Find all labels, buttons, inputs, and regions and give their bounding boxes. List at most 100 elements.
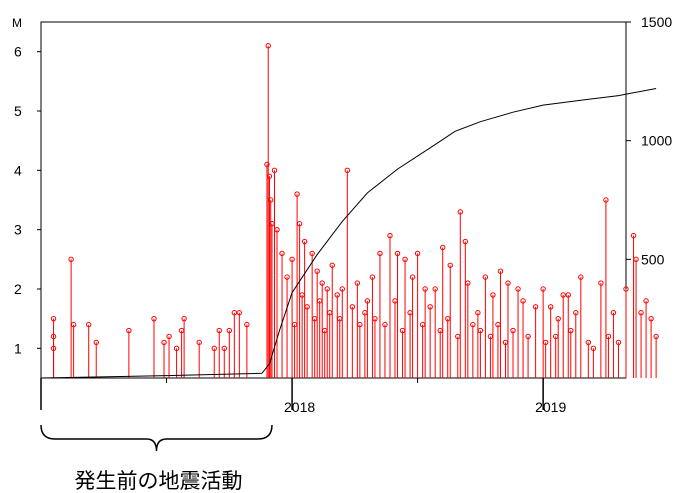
x-tick-label: 2019 xyxy=(535,399,566,415)
magnitude-point xyxy=(382,321,388,328)
magnitude-point xyxy=(271,167,278,174)
magnitude-point xyxy=(598,280,604,286)
y-left-tick-label: 6 xyxy=(14,44,22,60)
magnitude-point xyxy=(216,327,222,334)
y-right-tick-label: 500 xyxy=(641,251,665,267)
x-tick-label: 2018 xyxy=(284,399,315,415)
magnitude-point xyxy=(339,286,345,292)
magnitude-point xyxy=(309,250,315,257)
magnitude-point xyxy=(266,173,273,179)
magnitude-point xyxy=(495,321,501,328)
magnitude-point xyxy=(231,310,238,316)
magnitude-point xyxy=(268,197,274,203)
magnitude-point xyxy=(50,345,57,352)
magnitude-point xyxy=(475,310,481,316)
cumulative-line-group xyxy=(40,88,657,379)
annotation-group: 発生前の地震活動 xyxy=(40,424,273,493)
left-ticks: M 1 2 3 4 5 6 xyxy=(12,16,41,356)
y-left-tick-label: 4 xyxy=(14,162,22,178)
magnitude-point xyxy=(301,238,308,245)
magnitude-point xyxy=(470,321,476,328)
magnitude-point xyxy=(573,310,579,316)
magnitude-point xyxy=(502,339,509,346)
magnitude-point xyxy=(497,268,504,274)
magnitude-point xyxy=(226,327,233,334)
magnitude-point xyxy=(585,339,592,346)
magnitude-point xyxy=(93,339,99,346)
magnitude-point xyxy=(274,226,280,233)
magnitude-point xyxy=(327,310,333,316)
magnitude-point xyxy=(357,321,363,328)
magnitude-point xyxy=(296,221,303,227)
magnitude-point xyxy=(610,310,617,316)
magnitude-point xyxy=(409,274,416,280)
cumulative-line xyxy=(40,88,657,379)
magnitude-point xyxy=(50,333,57,340)
y-left-unit-label: M xyxy=(12,16,22,30)
magnitude-point xyxy=(525,333,531,340)
magnitude-point xyxy=(399,327,406,334)
magnitude-point xyxy=(542,339,549,346)
magnitude-point xyxy=(648,315,654,322)
y-right-tick-label: 1500 xyxy=(641,14,672,30)
magnitude-point xyxy=(623,286,629,292)
plot-frame xyxy=(40,21,627,379)
magnitude-point xyxy=(540,286,546,292)
magnitude-point xyxy=(294,191,300,197)
magnitude-point xyxy=(437,327,443,334)
magnitude-point xyxy=(364,298,371,304)
magnitude-point xyxy=(264,161,270,168)
magnitude-point xyxy=(605,333,612,340)
magnitude-point xyxy=(407,310,413,316)
annotation-label: 発生前の地震活動 xyxy=(74,469,242,493)
magnitude-point xyxy=(653,333,659,340)
magnitude-point xyxy=(211,345,217,352)
magnitude-point xyxy=(289,256,295,263)
magnitude-point xyxy=(455,333,461,340)
magnitude-point xyxy=(477,327,484,334)
magnitude-point xyxy=(465,280,471,286)
magnitude-point xyxy=(402,256,408,263)
magnitude-point xyxy=(387,232,393,239)
magnitude-point xyxy=(181,315,187,322)
magnitude-point xyxy=(334,292,340,298)
magnitude-point xyxy=(447,262,453,268)
magnitude-point xyxy=(316,298,323,304)
magnitude-point xyxy=(196,339,202,346)
magnitude-point xyxy=(445,315,451,322)
magnitude-point xyxy=(161,339,167,346)
magnitude-point xyxy=(615,339,622,346)
magnitude-point xyxy=(392,298,398,304)
magnitude-point xyxy=(126,327,132,334)
magnitude-point xyxy=(462,238,469,245)
magnitude-point xyxy=(603,197,609,203)
y-left-tick-label: 2 xyxy=(14,281,22,297)
magnitude-point xyxy=(440,244,446,251)
magnitude-point xyxy=(422,286,428,292)
magnitude-point xyxy=(324,286,330,292)
magnitude-point xyxy=(568,327,574,334)
magnitude-point xyxy=(520,298,526,304)
magnitude-point xyxy=(284,274,290,280)
magnitude-point xyxy=(86,321,92,328)
right-ticks: 500 1000 1500 xyxy=(626,14,672,267)
magnitude-point xyxy=(482,274,489,280)
magnitude-point xyxy=(565,292,571,298)
magnitude-point xyxy=(299,292,305,298)
magnitude-point xyxy=(244,321,250,328)
magnitude-point xyxy=(547,304,554,310)
magnitude-point xyxy=(414,250,421,257)
magnitude-point xyxy=(552,333,559,340)
y-right-tick-label: 1000 xyxy=(641,133,672,149)
magnitude-point xyxy=(265,43,271,49)
magnitude-point xyxy=(304,304,310,310)
magnitude-point xyxy=(505,280,511,286)
magnitude-point xyxy=(354,280,361,286)
magnitude-point xyxy=(419,321,426,328)
annotation-bracket xyxy=(40,424,273,452)
magnitude-point xyxy=(638,310,644,316)
magnitude-point xyxy=(291,321,298,328)
magnitude-point xyxy=(68,256,74,263)
magnitude-point xyxy=(633,256,639,263)
magnitude-point xyxy=(166,333,172,340)
